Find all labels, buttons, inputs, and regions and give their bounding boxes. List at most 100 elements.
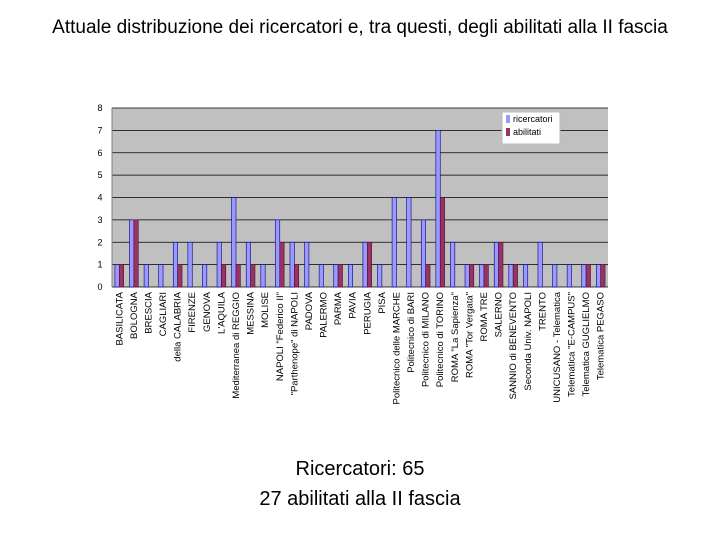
x-tick-label: CAGLIARI	[158, 292, 169, 336]
x-tick-label: PALERMO	[319, 292, 330, 338]
bar	[260, 264, 266, 288]
bar	[245, 241, 251, 288]
bar	[552, 264, 558, 288]
y-tick-label: 4	[97, 193, 102, 203]
bar	[177, 264, 183, 288]
bar	[231, 197, 237, 288]
bar	[464, 264, 470, 288]
x-tick-label: Mediterranea di REGGIO	[231, 292, 242, 399]
bar	[187, 241, 193, 288]
bar	[377, 264, 383, 288]
bar	[585, 264, 591, 288]
annotation: 27 abilitati alla II fascia	[259, 488, 461, 510]
y-tick-label: 0	[97, 282, 102, 292]
x-tick-label: L'AQUILA	[216, 291, 227, 334]
bar	[435, 130, 441, 288]
bar	[279, 241, 285, 288]
x-tick-label: TRENTO	[537, 292, 548, 331]
x-tick-label: PAVIA	[348, 291, 359, 318]
legend-swatch	[506, 128, 510, 136]
x-tick-label: PADOVA	[304, 291, 315, 330]
x-tick-label: SANNIO di BENEVENTO	[508, 292, 519, 400]
x-tick-label: della CALABRIA	[173, 291, 184, 361]
y-tick-label: 6	[97, 148, 102, 158]
bar	[133, 219, 139, 288]
bar	[337, 264, 343, 288]
y-tick-label: 8	[97, 103, 102, 113]
x-tick-label: UNICUSANO - Telematica	[552, 291, 563, 402]
bar	[512, 264, 518, 288]
legend-swatch	[506, 115, 510, 123]
x-tick-label: PARMA	[333, 291, 344, 325]
x-tick-label: PERUGIA	[362, 291, 373, 334]
bar	[114, 264, 120, 288]
bar	[493, 241, 499, 288]
bar	[158, 264, 164, 288]
x-tick-label: Politecnico di BARI	[406, 292, 417, 373]
y-tick-label: 7	[97, 125, 102, 135]
bar	[221, 264, 227, 288]
x-tick-label: SALERNO	[494, 292, 505, 337]
x-tick-label: BASILICATA	[114, 291, 125, 345]
bar	[439, 197, 445, 288]
bar	[333, 264, 339, 288]
bar	[129, 219, 135, 288]
legend-label: ricercatori	[513, 114, 553, 124]
x-tick-label: Politecnico di MILANO	[421, 292, 432, 387]
x-tick-label: Telematica "E-CAMPUS"	[567, 292, 578, 397]
bar	[469, 264, 475, 288]
x-tick-label: Seconda Univ. NAPOLI	[523, 292, 534, 391]
bar	[143, 264, 149, 288]
bar	[172, 241, 178, 288]
y-tick-label: 3	[97, 215, 102, 225]
x-tick-label: FIRENZE	[187, 292, 198, 333]
x-tick-label: ROMA "Tor Vergata"	[464, 292, 475, 378]
y-tick-label: 5	[97, 170, 102, 180]
bar	[508, 264, 514, 288]
x-tick-label: Politecnico delle MARCHE	[391, 292, 402, 404]
bar	[391, 197, 397, 288]
x-tick-label: MESSINA	[246, 291, 257, 334]
bar	[523, 264, 529, 288]
bar	[216, 241, 222, 288]
x-tick-label: NAPOLI "Federico II"	[275, 292, 286, 381]
bar	[202, 264, 208, 288]
bar	[318, 264, 324, 288]
bar	[420, 219, 426, 288]
x-tick-label: ROMA TRE	[479, 292, 490, 341]
bar	[366, 241, 372, 288]
annotation: Ricercatori: 65	[295, 458, 425, 480]
bar	[304, 241, 310, 288]
bar	[498, 241, 504, 288]
bar	[294, 264, 300, 288]
y-tick-label: 1	[97, 260, 102, 270]
x-tick-label: Telematica PEGASO	[596, 292, 607, 380]
bar	[362, 241, 368, 288]
x-tick-label: BRESCIA	[143, 291, 154, 333]
bar	[600, 264, 606, 288]
bar	[235, 264, 241, 288]
bar	[566, 264, 572, 288]
bar	[581, 264, 587, 288]
y-tick-label: 2	[97, 237, 102, 247]
x-tick-label: PISA	[377, 291, 388, 313]
x-tick-label: "Parthenope" di NAPOLI	[289, 292, 300, 395]
bar	[596, 264, 602, 288]
x-tick-label: Telematica GUGLIELMO	[581, 292, 592, 397]
legend-box	[501, 111, 561, 145]
bar	[537, 241, 543, 288]
bar	[406, 197, 412, 288]
bar	[118, 264, 124, 288]
bar	[479, 264, 485, 288]
bar	[450, 241, 456, 288]
bar	[483, 264, 489, 288]
bar	[348, 264, 354, 288]
bar	[275, 219, 281, 288]
x-tick-label: Politecnico di TORINO	[435, 292, 446, 387]
x-tick-label: GENOVA	[202, 291, 213, 332]
bar	[289, 241, 295, 288]
x-tick-label: MOLISE	[260, 292, 271, 328]
x-tick-label: ROMA "La Sapienza"	[450, 292, 461, 382]
